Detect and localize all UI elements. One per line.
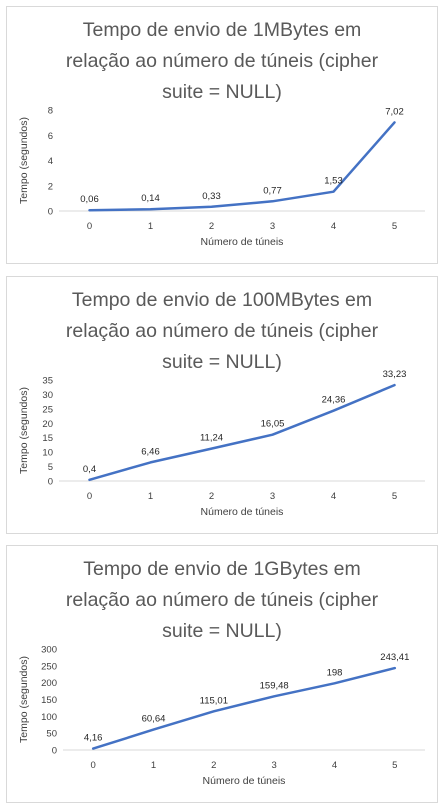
x-tick-label: 3 [272,760,277,771]
x-tick-label: 4 [331,221,336,232]
x-tick-label: 2 [209,221,214,232]
x-tick-label: 1 [151,760,156,771]
data-label: 0,06 [80,194,99,205]
chart-plot-area: 0 2 4 6 8 0 1 2 3 4 5 0,06 0,14 0,33 0,77 1,53 7,02 Númer… [18,106,425,248]
chart-title-line: relação ao número de túneis (cipher [65,320,379,342]
chart-title: Tempo de envio de 1GBytes em relação ao … [17,554,427,647]
y-tick-label: 0 [48,207,53,218]
y-axis-title: Tempo (segundos) [18,656,30,743]
y-tick-label: 0 [48,477,53,488]
data-label: 0,14 [141,193,160,204]
y-tick-label: 15 [42,433,53,444]
x-tick-label: 0 [91,760,96,771]
data-label: 24,36 [322,395,346,406]
y-tick-label: 0 [52,746,57,757]
x-axis-title: Número de túneis [203,775,286,787]
x-tick-label: 2 [209,491,214,502]
y-tick-label: 50 [46,729,57,740]
y-tick-label: 4 [48,156,53,167]
chart-title-line: suite = NULL) [162,620,282,642]
data-label: 1,53 [324,176,343,187]
data-label: 198 [327,667,343,678]
y-tick-label: 150 [41,695,57,706]
data-label: 6,46 [141,446,160,457]
data-label: 60,64 [142,714,166,725]
y-tick-label: 20 [42,419,53,430]
series-line [88,383,396,482]
y-tick-label: 300 [41,645,57,656]
chart-plot-area: 0 5 10 15 20 25 30 35 0 1 2 3 4 5 0,4 6,46 11,24 16,05 24,… [18,369,425,518]
x-tick-label: 2 [211,760,216,771]
chart-1mbytes: Tempo de envio de 1MBytes em relação ao … [6,6,438,264]
y-tick-label: 25 [42,404,53,415]
chart-title-line: Tempo de envio de 1GBytes em [83,558,361,580]
chart-100mbytes: Tempo de envio de 100MBytes em relação a… [6,276,438,534]
data-label: 33,23 [383,369,407,380]
chart-title-line: suite = NULL) [162,81,282,103]
x-tick-label: 1 [148,221,153,232]
series-line [88,121,396,212]
y-tick-label: 2 [48,181,53,192]
x-tick-label: 3 [270,221,275,232]
y-axis-title: Tempo (segundos) [18,387,30,474]
data-label: 243,41 [380,652,409,663]
y-tick-label: 35 [42,376,53,387]
chart-1gbytes: Tempo de envio de 1GBytes em relação ao … [6,545,438,803]
x-tick-label: 1 [148,491,153,502]
data-label: 7,02 [385,106,404,117]
series-line [91,666,397,750]
x-tick-label: 3 [270,491,275,502]
x-tick-label: 4 [332,760,337,771]
x-axis-title: Número de túneis [201,236,284,248]
chart-title-line: Tempo de envio de 1MBytes em [82,19,362,41]
chart-title-line: relação ao número de túneis (cipher [65,50,379,72]
chart-title-line: suite = NULL) [162,351,282,373]
chart-title: Tempo de envio de 100MBytes em relação a… [17,285,427,378]
data-label: 115,01 [200,695,228,706]
x-axis-title: Número de túneis [201,506,284,518]
y-tick-label: 100 [41,712,57,723]
y-axis-title: Tempo (segundos) [18,117,30,204]
data-label: 159,48 [260,680,289,691]
x-tick-label: 0 [87,221,92,232]
x-tick-label: 0 [87,491,92,502]
y-tick-label: 250 [41,661,57,672]
y-tick-label: 6 [48,131,53,142]
data-label: 4,16 [84,733,103,744]
data-label: 16,05 [261,419,285,430]
data-label: 0,33 [202,191,221,202]
data-label: 0,4 [83,464,96,475]
data-label: 0,77 [263,185,282,196]
y-tick-label: 5 [48,462,53,473]
data-label: 11,24 [200,433,223,444]
y-tick-label: 8 [48,106,53,117]
x-tick-label: 5 [392,221,397,232]
chart-plot-area: 0 50 100 150 200 250 300 0 1 2 3 4 5 4,16 60,64 115,01 1… [18,645,425,787]
x-tick-label: 4 [331,491,336,502]
y-tick-label: 200 [41,678,57,689]
chart-title-line: Tempo de envio de 100MBytes em [71,289,373,311]
chart-title-line: relação ao número de túneis (cipher [65,589,379,611]
chart-title: Tempo de envio de 1MBytes em relação ao … [17,15,427,108]
y-tick-label: 10 [42,448,53,459]
x-tick-label: 5 [392,491,397,502]
y-tick-label: 30 [42,390,53,401]
x-tick-label: 5 [392,760,397,771]
